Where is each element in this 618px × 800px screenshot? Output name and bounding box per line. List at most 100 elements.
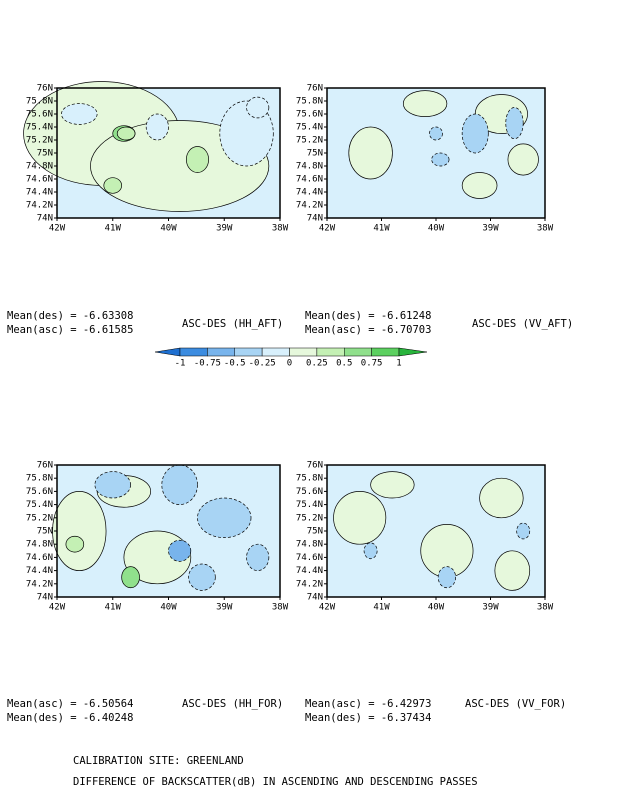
y-tick-label: 74.2N (26, 579, 53, 589)
mean-stat: Mean(des) = -6.37434 (305, 712, 431, 724)
y-tick-label: 74N (37, 593, 53, 603)
y-tick-label: 75N (307, 527, 323, 537)
y-tick-label: 75.8N (296, 474, 323, 484)
y-tick-label: 75N (37, 149, 53, 159)
y-tick-label: 74.2N (296, 579, 323, 589)
contour-region (348, 126, 393, 180)
colorbar-label: 0.5 (336, 359, 352, 369)
contour-region (402, 90, 448, 117)
y-tick-label: 75.6N (296, 110, 323, 120)
colorbar-box (289, 347, 318, 357)
contour-region (246, 96, 270, 119)
y-tick-label: 75.2N (296, 513, 323, 523)
x-tick-label: 41W (373, 224, 390, 234)
contour-region (52, 491, 107, 571)
y-tick-label: 76N (37, 461, 53, 471)
y-tick-label: 74.8N (26, 540, 53, 550)
x-tick-label: 38W (272, 224, 289, 234)
y-tick-label: 75.4N (296, 500, 323, 510)
colorbar-box (234, 347, 263, 357)
colorbar-arrow (398, 347, 428, 357)
colorbar-label: -1 (175, 359, 186, 369)
y-tick-label: 75.8N (26, 97, 53, 107)
y-tick-label: 75.6N (296, 487, 323, 497)
panel-title: ASC-DES (VV_AFT) (472, 318, 573, 330)
y-tick-label: 74.4N (26, 566, 53, 576)
contour-region (507, 143, 539, 176)
contour-region (246, 543, 270, 571)
contour-region (431, 152, 450, 167)
colorbar-label: 0.25 (306, 359, 328, 369)
contour-region (437, 566, 456, 589)
x-tick-label: 39W (482, 603, 499, 613)
y-tick-label: 74.4N (296, 188, 323, 198)
y-tick-label: 74.6N (296, 553, 323, 563)
x-tick-label: 42W (319, 603, 336, 613)
colorbar-box (371, 347, 400, 357)
mean-stat: Mean(des) = -6.40248 (7, 712, 133, 724)
y-tick-label: 75.4N (26, 123, 53, 133)
y-tick-label: 74N (307, 214, 323, 224)
colorbar-label: 1 (396, 359, 401, 369)
footer-line: DIFFERENCE OF BACKSCATTER(dB) IN ASCENDI… (73, 776, 478, 788)
x-tick-label: 38W (537, 224, 554, 234)
mean-stat: Mean(asc) = -6.70703 (305, 324, 431, 336)
y-tick-label: 75.8N (26, 474, 53, 484)
colorbar-box (207, 347, 235, 357)
x-tick-label: 42W (319, 224, 336, 234)
y-tick-label: 75.8N (296, 97, 323, 107)
x-tick-label: 42W (49, 224, 66, 234)
contour-region (197, 497, 252, 538)
contour-region (494, 550, 531, 591)
x-tick-label: 39W (216, 603, 233, 613)
mean-stat: Mean(asc) = -6.42973 (305, 698, 431, 710)
contour-region (116, 126, 136, 141)
x-tick-label: 40W (160, 224, 177, 234)
contour-region (103, 177, 123, 194)
y-tick-label: 75.6N (26, 487, 53, 497)
x-tick-label: 40W (428, 603, 445, 613)
colorbar-box (344, 347, 372, 357)
contour-region (363, 542, 378, 560)
mean-stat: Mean(des) = -6.63308 (7, 310, 133, 322)
x-tick-label: 40W (428, 224, 445, 234)
mean-stat: Mean(des) = -6.61248 (305, 310, 431, 322)
colorbar-box (261, 347, 290, 357)
colorbar-box (179, 347, 208, 357)
y-tick-label: 74N (307, 593, 323, 603)
y-tick-label: 74.6N (26, 553, 53, 563)
x-tick-label: 39W (216, 224, 233, 234)
y-tick-label: 74.2N (26, 201, 53, 211)
x-tick-label: 42W (49, 603, 66, 613)
x-tick-label: 38W (537, 603, 554, 613)
mean-stat: Mean(asc) = -6.61585 (7, 324, 133, 336)
contour-region (461, 172, 498, 199)
y-tick-label: 75.2N (296, 136, 323, 146)
y-tick-label: 76N (37, 84, 53, 94)
y-tick-label: 75.6N (26, 110, 53, 120)
footer-line: CALIBRATION SITE: GREENLAND (73, 755, 244, 767)
x-tick-label: 41W (105, 224, 122, 234)
y-tick-label: 74.6N (26, 175, 53, 185)
panel-title: ASC-DES (HH_FOR) (182, 698, 283, 710)
contour-region (185, 146, 209, 173)
contour-region (168, 539, 192, 562)
contour-region (479, 477, 524, 519)
contour-region (61, 103, 98, 125)
y-tick-label: 75N (307, 149, 323, 159)
contour-region (429, 126, 443, 141)
y-tick-label: 76N (307, 84, 323, 94)
panel-title: ASC-DES (HH_AFT) (182, 318, 283, 330)
y-tick-label: 75.4N (296, 123, 323, 133)
y-tick-label: 74.8N (296, 540, 323, 550)
y-tick-label: 74.4N (26, 188, 53, 198)
colorbar-label: -0.25 (249, 359, 276, 369)
y-tick-label: 74.2N (296, 201, 323, 211)
contour-region (333, 491, 387, 545)
contour-region (461, 113, 489, 154)
contour-region (161, 464, 198, 505)
x-tick-label: 41W (373, 603, 390, 613)
mean-stat: Mean(asc) = -6.50564 (7, 698, 133, 710)
colorbar-label: -0.5 (224, 359, 246, 369)
x-tick-label: 40W (160, 603, 177, 613)
